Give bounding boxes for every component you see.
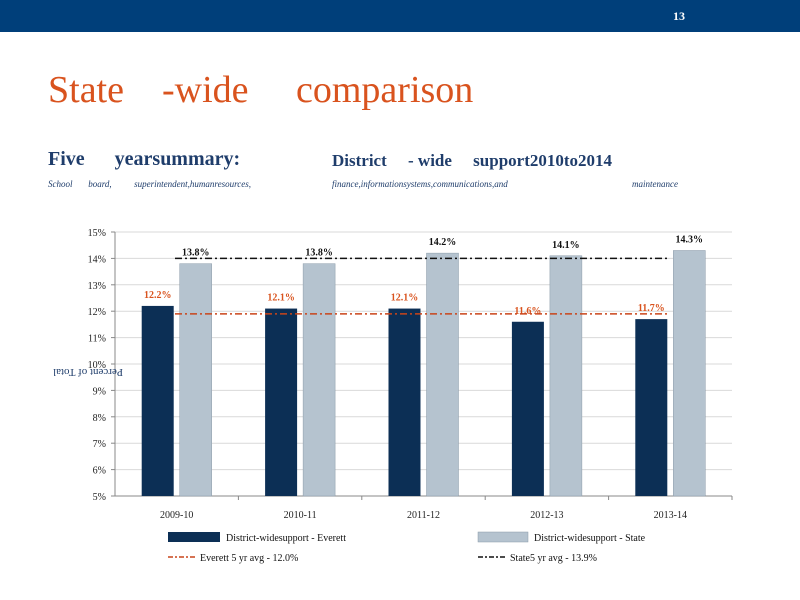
x-tick-label: 2011-12 — [407, 510, 440, 521]
top-banner: 13 — [0, 0, 800, 32]
legend-swatch-everett — [168, 532, 220, 542]
data-label-state: 14.1% — [552, 240, 580, 251]
bar-state — [549, 255, 583, 497]
y-tick-label: 5% — [93, 492, 106, 503]
legend-label-state-avg: State5 yr avg - 13.9% — [510, 553, 597, 564]
y-tick-label: 7% — [93, 439, 106, 450]
bar-state — [426, 252, 459, 497]
bar-everett — [388, 308, 421, 496]
note-left: School board, superintendent,humanresour… — [48, 179, 251, 189]
bar-everett — [635, 319, 668, 496]
bar-state — [302, 263, 336, 497]
y-tick-label: 12% — [88, 307, 106, 318]
bar-everett — [265, 308, 298, 496]
bar-everett — [511, 321, 544, 496]
page-number: 13 — [673, 9, 685, 23]
x-tick-label: 2010-11 — [284, 510, 317, 521]
subtitle-district: District - wide support2010to2014 — [332, 151, 613, 170]
y-tick-label: 9% — [93, 386, 106, 397]
data-label-state: 14.3% — [676, 234, 704, 245]
y-axis-title: Percent of Total — [53, 366, 123, 378]
comparison-chart: 5% 6% 7% 8% 9% 10% 11% 12% 13% 14% 15% Percent of T… — [53, 228, 733, 564]
data-label-everett: 12.1% — [267, 293, 295, 304]
legend-swatch-state — [477, 531, 529, 543]
data-label-everett: 12.2% — [144, 290, 172, 301]
data-label-state: 13.8% — [182, 248, 210, 259]
legend-label-state: District-widesupport - State — [534, 533, 646, 544]
x-tick-label: 2012-13 — [530, 510, 563, 521]
subtitle-summary: Five yearsummary: — [48, 148, 241, 170]
bar-state — [179, 263, 212, 497]
bar-state — [673, 250, 706, 497]
y-tick-label: 11% — [88, 334, 106, 345]
bar-everett — [141, 305, 174, 496]
y-tick-label: 15% — [88, 228, 106, 239]
x-tick-label: 2009-10 — [160, 510, 193, 521]
legend-label-everett-avg: Everett 5 yr avg - 12.0% — [200, 553, 298, 564]
slide-title: State -wide comparison — [48, 69, 474, 111]
y-tick-label: 14% — [88, 254, 106, 265]
x-tick-label: 2013-14 — [654, 510, 687, 521]
data-label-everett: 12.1% — [391, 293, 419, 304]
data-label-everett: 11.7% — [638, 303, 665, 314]
note-right: maintenance — [632, 179, 678, 189]
y-tick-label: 13% — [88, 281, 106, 292]
data-label-everett: 11.6% — [514, 306, 541, 317]
legend-label-everett: District-widesupport - Everett — [226, 533, 346, 544]
y-tick-label: 10% — [88, 360, 106, 371]
y-tick-label: 8% — [93, 413, 106, 424]
note-middle: finance,informationsystems,communication… — [332, 179, 508, 189]
data-label-state: 13.8% — [305, 248, 333, 259]
data-label-state: 14.2% — [429, 237, 457, 248]
y-tick-label: 6% — [93, 466, 106, 477]
